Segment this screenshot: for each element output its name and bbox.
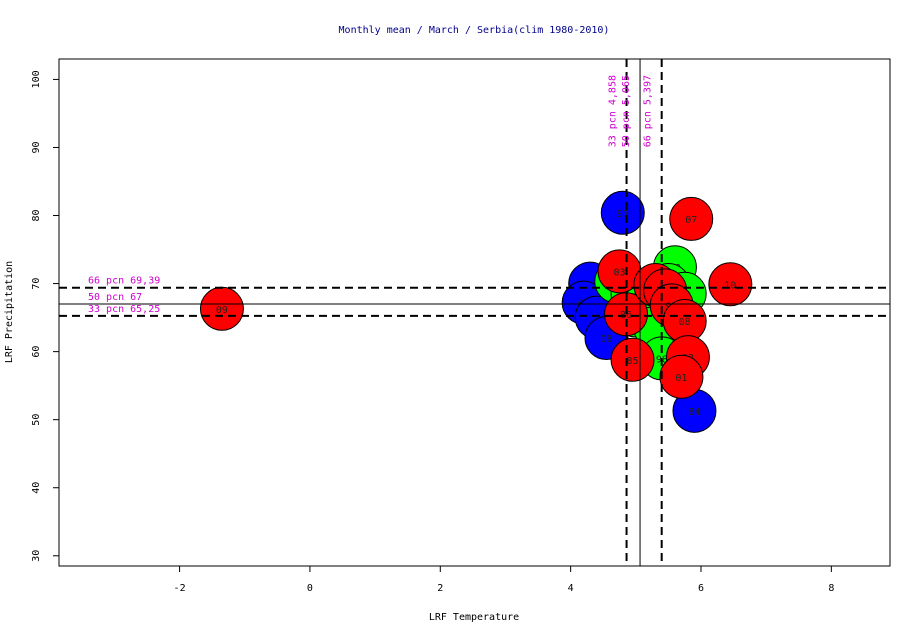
y-tick-label: 30 [31, 550, 42, 562]
point-label: 97 [617, 209, 629, 220]
vline-label: 66 pcn 5,397 [643, 75, 654, 147]
plot-frame [58, 58, 891, 567]
y-tick-label: 90 [31, 141, 42, 153]
vline-label: 33 pcn 4,858 [608, 75, 619, 147]
point-label: 08 [600, 334, 612, 345]
point-label: 09 [216, 305, 228, 316]
point-label: 07 [685, 215, 697, 226]
hline-label: 33 pcn 65,25 [88, 304, 160, 315]
x-tick-label: 2 [437, 583, 443, 594]
y-tick-label: 100 [31, 70, 42, 88]
point-red [659, 354, 704, 399]
y-tick-label: 70 [31, 278, 42, 290]
percentile-lines [59, 59, 890, 566]
point-red [610, 337, 655, 382]
hline-label: 50 pcn 67 [88, 292, 142, 303]
y-tick-label: 40 [31, 482, 42, 494]
point-label: 08 [679, 317, 691, 328]
y-tick-label: 50 [31, 414, 42, 426]
point-label: 84 [688, 407, 700, 418]
x-tick-label: 0 [307, 583, 313, 594]
x-tick-label: -2 [174, 583, 186, 594]
y-tick-label: 80 [31, 210, 42, 222]
point-label: 10 [724, 280, 736, 291]
point-red [669, 196, 714, 241]
x-axis-ticks: -2 0 2 4 6 8 [174, 566, 834, 594]
point-label: 85 [627, 356, 639, 367]
point-label: 01 [675, 373, 687, 384]
hline-label: 66 pcn 69,39 [88, 276, 160, 287]
x-tick-label: 4 [568, 583, 574, 594]
percentile-labels: 33 pcn 4,858 50 pcn 5,065 66 pcn 5,397 66 p… [88, 75, 654, 315]
point-red [708, 262, 753, 307]
point-label: 86 [620, 310, 632, 321]
y-tick-label: 60 [31, 346, 42, 358]
point-blue [600, 190, 645, 235]
point-label: 03 [613, 267, 625, 278]
y-axis-label: LRF Precipitation [4, 261, 15, 363]
vline-label: 50 pcn 5,065 [621, 75, 632, 147]
y-axis-ticks: 30 40 50 60 70 80 90 100 [31, 70, 59, 562]
x-tick-label: 6 [698, 583, 704, 594]
chart-title: Monthly mean / March / Serbia(clim 1980-… [339, 25, 610, 36]
scatter-points: 0508978403988896920903868599910802010710 [199, 190, 753, 433]
x-tick-label: 8 [828, 583, 834, 594]
x-axis-label: LRF Temperature [429, 612, 519, 623]
